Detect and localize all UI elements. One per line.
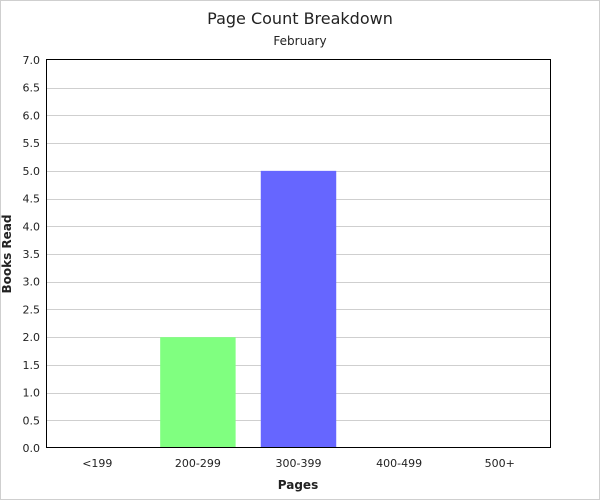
- x-axis-label: Pages: [278, 478, 318, 492]
- y-tick-label: 4.5: [23, 193, 41, 206]
- x-tick-label: 200-299: [175, 457, 221, 470]
- y-tick-label: 4.0: [23, 220, 41, 233]
- x-tick-label: 400-499: [376, 457, 422, 470]
- x-tick-label: 500+: [485, 457, 515, 470]
- y-tick-label: 6.0: [23, 109, 41, 122]
- bar-3: [260, 170, 337, 448]
- y-axis-label: Books Read: [0, 214, 14, 293]
- y-tick-label: 5.5: [23, 137, 41, 150]
- bar-2: [160, 337, 236, 448]
- x-tick-label: 300-399: [276, 457, 322, 470]
- x-axis-ticks: <199 200-299 300-399 400-499 500+: [82, 457, 515, 470]
- chart-subtitle: February: [273, 34, 326, 48]
- x-tick-label: <199: [82, 457, 112, 470]
- chart-title: Page Count Breakdown: [207, 9, 393, 28]
- y-tick-label: 2.0: [23, 331, 41, 344]
- y-tick-label: 6.5: [23, 82, 41, 95]
- y-tick-label: 2.5: [23, 303, 41, 316]
- y-axis-ticks: 0.0 0.5 1.0 1.5 2.0 2.5 3.0 3.5 4.0 4.5 5.0 5.5 6.0 6…: [23, 54, 41, 455]
- y-tick-label: 3.5: [23, 248, 41, 261]
- plot-area: [46, 59, 551, 448]
- y-tick-label: 3.0: [23, 276, 41, 289]
- y-tick-label: 0.5: [23, 414, 41, 427]
- y-tick-label: 1.5: [23, 359, 41, 372]
- y-tick-label: 5.0: [23, 165, 41, 178]
- y-tick-label: 7.0: [23, 54, 41, 67]
- y-tick-label: 1.0: [23, 387, 41, 400]
- bars: [160, 170, 337, 448]
- y-tick-label: 0.0: [23, 442, 41, 455]
